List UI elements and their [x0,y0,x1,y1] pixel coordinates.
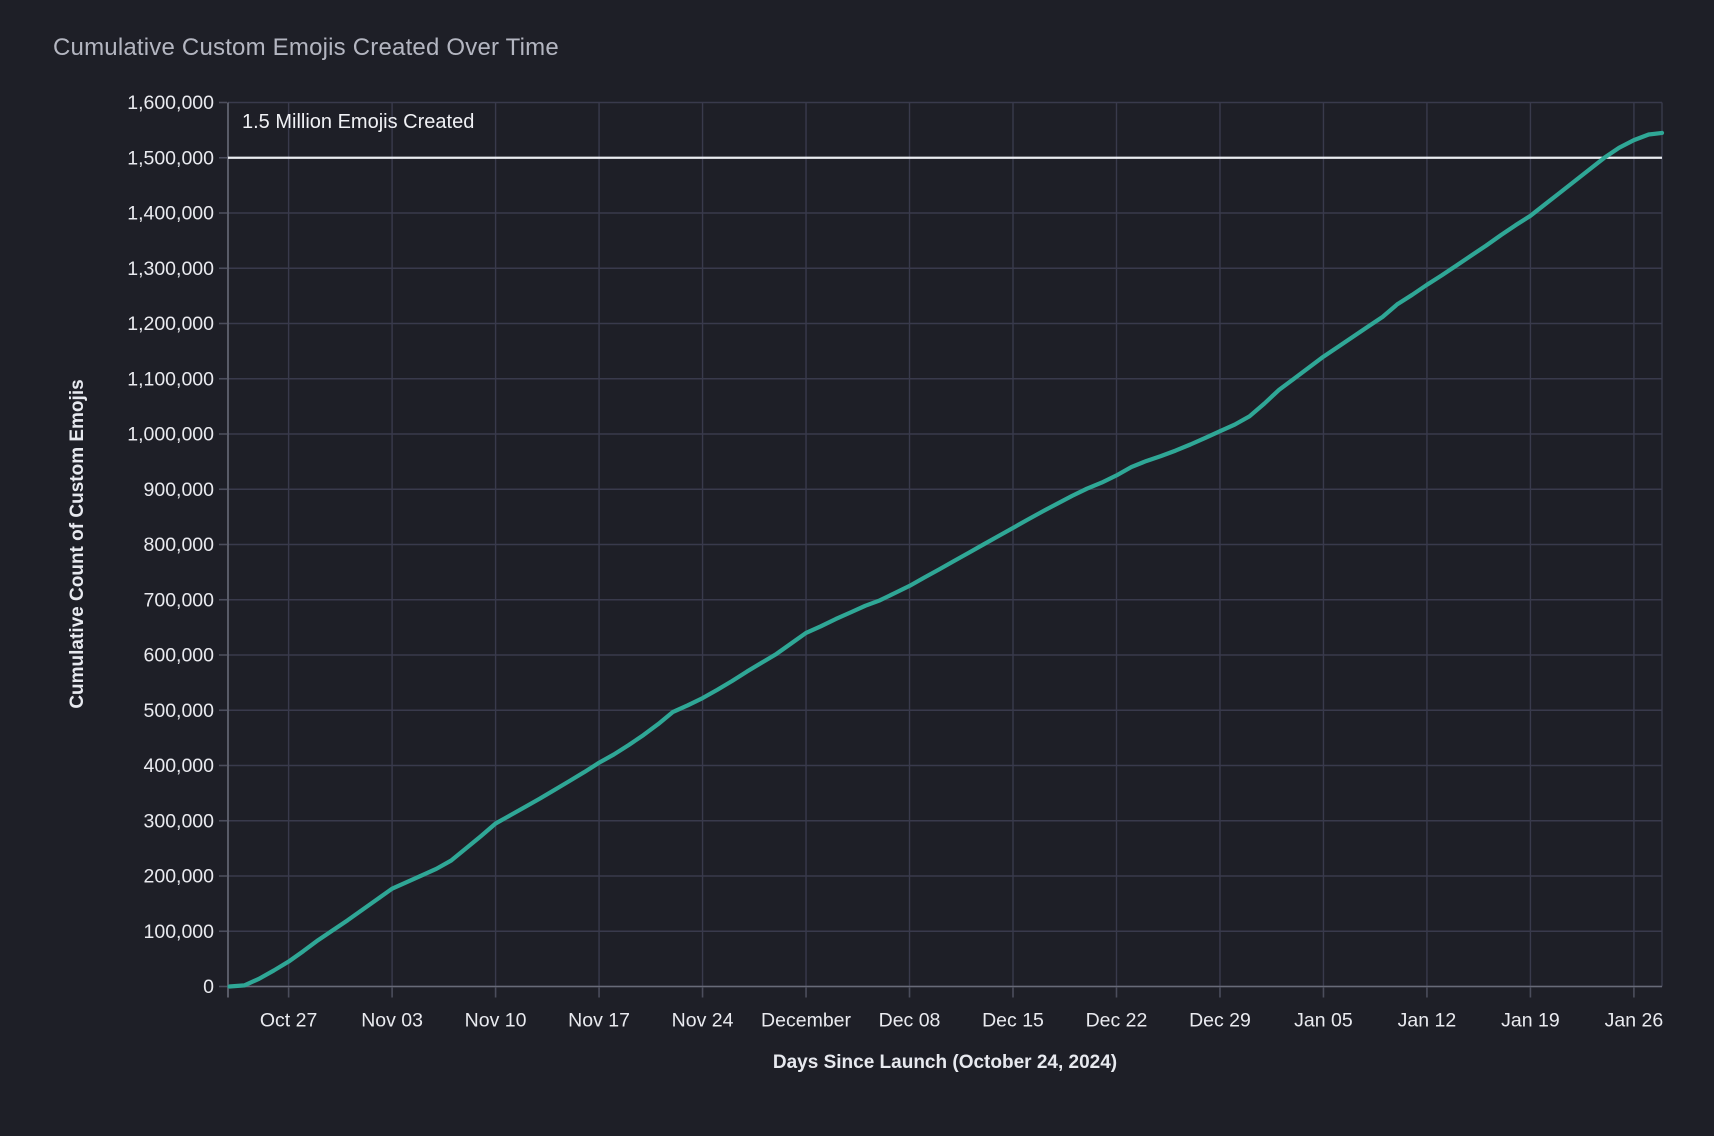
x-tick-label: Nov 03 [361,1010,423,1032]
y-tick-label: 900,000 [144,479,215,501]
y-axis-title: Cumulative Count of Custom Emojis [67,379,88,709]
x-axis-title: Days Since Launch (October 24, 2024) [772,1052,1118,1073]
y-tick-label: 1,000,000 [127,424,214,446]
y-tick-label: 300,000 [144,810,215,832]
x-tick-label: Nov 17 [568,1010,630,1032]
chart-title: Cumulative Custom Emojis Created Over Ti… [53,34,559,61]
x-tick-label: Jan 12 [1398,1010,1457,1032]
y-tick-label: 1,600,000 [127,92,214,114]
x-tick-label: December [761,1010,851,1032]
y-tick-label: 800,000 [144,534,215,556]
x-tick-label: Nov 10 [465,1010,527,1032]
x-tick-label: Dec 29 [1189,1010,1251,1032]
y-tick-label: 700,000 [144,589,215,611]
x-tick-label: Jan 26 [1605,1010,1664,1032]
y-tick-label: 1,400,000 [127,203,214,225]
y-tick-label: 1,100,000 [127,368,214,390]
y-tick-label: 500,000 [144,700,215,722]
cumulative-emojis-line [227,130,1665,989]
y-tick-label: 1,500,000 [127,147,214,169]
y-tick-label: 400,000 [144,755,215,777]
x-tick-label: Jan 19 [1501,1010,1560,1032]
x-tick-label: Dec 22 [1086,1010,1148,1032]
y-tick-label: 200,000 [144,866,215,888]
y-tick-label: 1,300,000 [127,258,214,280]
y-tick-label: 0 [203,976,214,998]
y-tick-label: 1,200,000 [127,313,214,335]
y-tick-label: 100,000 [144,921,215,943]
x-tick-label: Nov 24 [672,1010,734,1032]
y-tick-label: 600,000 [144,645,215,667]
x-tick-label: Jan 05 [1294,1010,1353,1032]
x-tick-label: Dec 08 [879,1010,941,1032]
x-tick-label: Oct 27 [260,1010,317,1032]
x-tick-label: Dec 15 [982,1010,1044,1032]
reference-line-label: 1.5 Million Emojis Created [242,111,475,133]
